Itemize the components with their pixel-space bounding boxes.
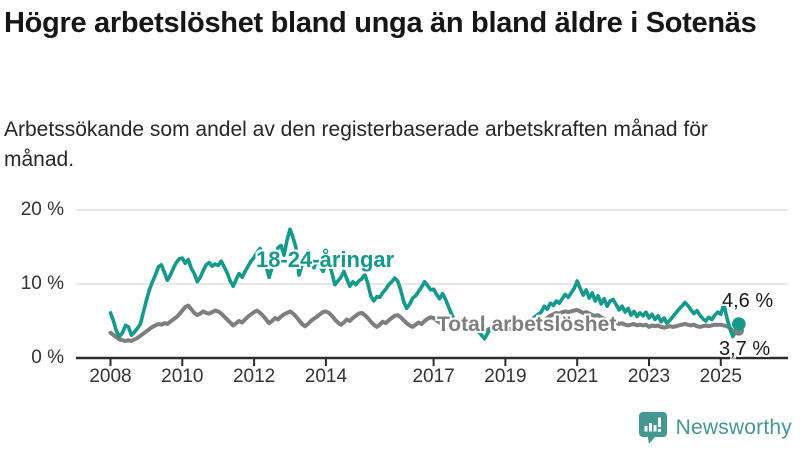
total-series-label: Total arbetslöshet (437, 313, 617, 336)
x-tick-label: 2023 (627, 366, 671, 387)
x-tick-label: 2008 (89, 366, 132, 387)
x-tick-label: 2025 (699, 366, 742, 387)
brand-name: Newsworthy (675, 416, 792, 439)
y-tick-label: 10 % (20, 273, 64, 294)
y-tick-label: 0 % (31, 347, 64, 368)
x-tick-label: 2010 (161, 366, 204, 387)
total-unemployment-line (108, 303, 741, 343)
youth-series-label: 18-24-åringar (256, 247, 395, 272)
x-tick-label: 2012 (232, 366, 276, 387)
youth-latest-value: 4,6 % (722, 290, 774, 312)
x-tick-label: 2014 (304, 366, 348, 387)
x-tick-label: 2019 (484, 366, 527, 387)
x-axis (76, 356, 788, 366)
y-tick-label: 20 % (20, 199, 64, 220)
youth-end-dot (732, 317, 746, 331)
x-tick-label: 2017 (412, 366, 455, 387)
page-title: Högre arbetslöshet bland unga än bland ä… (4, 7, 757, 39)
speech-bubble-bar-chart-icon (638, 412, 667, 444)
newsworthy-logo[interactable]: Newsworthy (638, 411, 792, 445)
gridlines (76, 209, 788, 285)
youth-unemployment-line (108, 227, 741, 341)
total-latest-value: 3,7 % (719, 338, 771, 360)
chart-subtitle: Arbetssökande som andel av den registerb… (4, 118, 708, 171)
x-tick-label: 2021 (556, 366, 599, 387)
